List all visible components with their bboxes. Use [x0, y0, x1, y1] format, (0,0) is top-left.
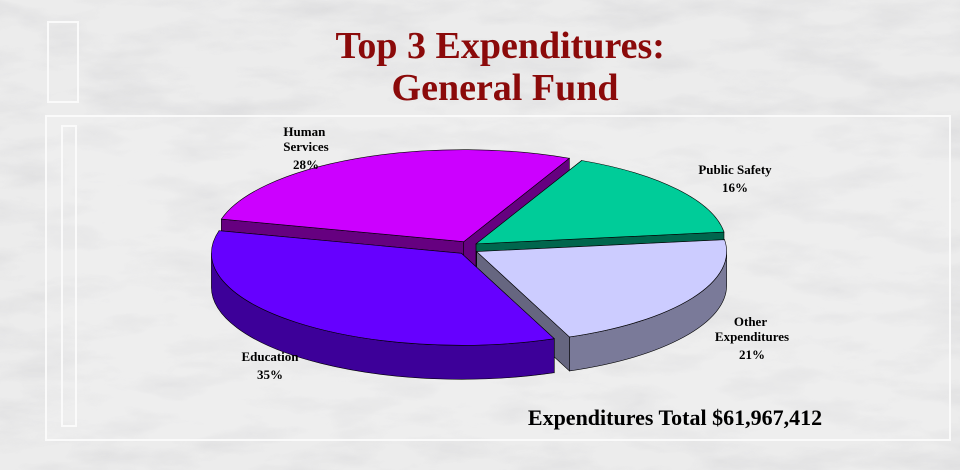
slice-top: [475, 160, 725, 245]
text-line: Other: [734, 314, 770, 329]
text-line: Expenditures: [715, 329, 789, 344]
data-label-value: 16%: [722, 180, 748, 195]
data-label-name: Public Safety: [698, 162, 772, 177]
data-label-value: 35%: [257, 367, 283, 382]
data-label-name: Other Expenditures: [715, 314, 789, 344]
decor-bar: [61, 125, 77, 427]
data-label-name: Human Services: [283, 124, 328, 154]
text-line: General Fund: [392, 67, 619, 109]
slice-top: [220, 149, 571, 242]
text-line: Human: [283, 124, 328, 139]
slice-top: [475, 239, 727, 338]
data-label-name: Education: [241, 349, 299, 364]
text-line: Top 3 Expenditures:: [336, 25, 675, 67]
data-label-value: 21%: [739, 347, 765, 362]
annotation: Expenditures Total $61,967,412: [528, 405, 822, 430]
slice: [211, 230, 555, 380]
chart-title: Top 3 Expenditures: General Fund: [336, 25, 675, 109]
data-label-value: 28%: [293, 157, 319, 172]
decor-bar: [47, 21, 79, 103]
slice-top: [211, 230, 555, 346]
text-line: Services: [283, 139, 328, 154]
